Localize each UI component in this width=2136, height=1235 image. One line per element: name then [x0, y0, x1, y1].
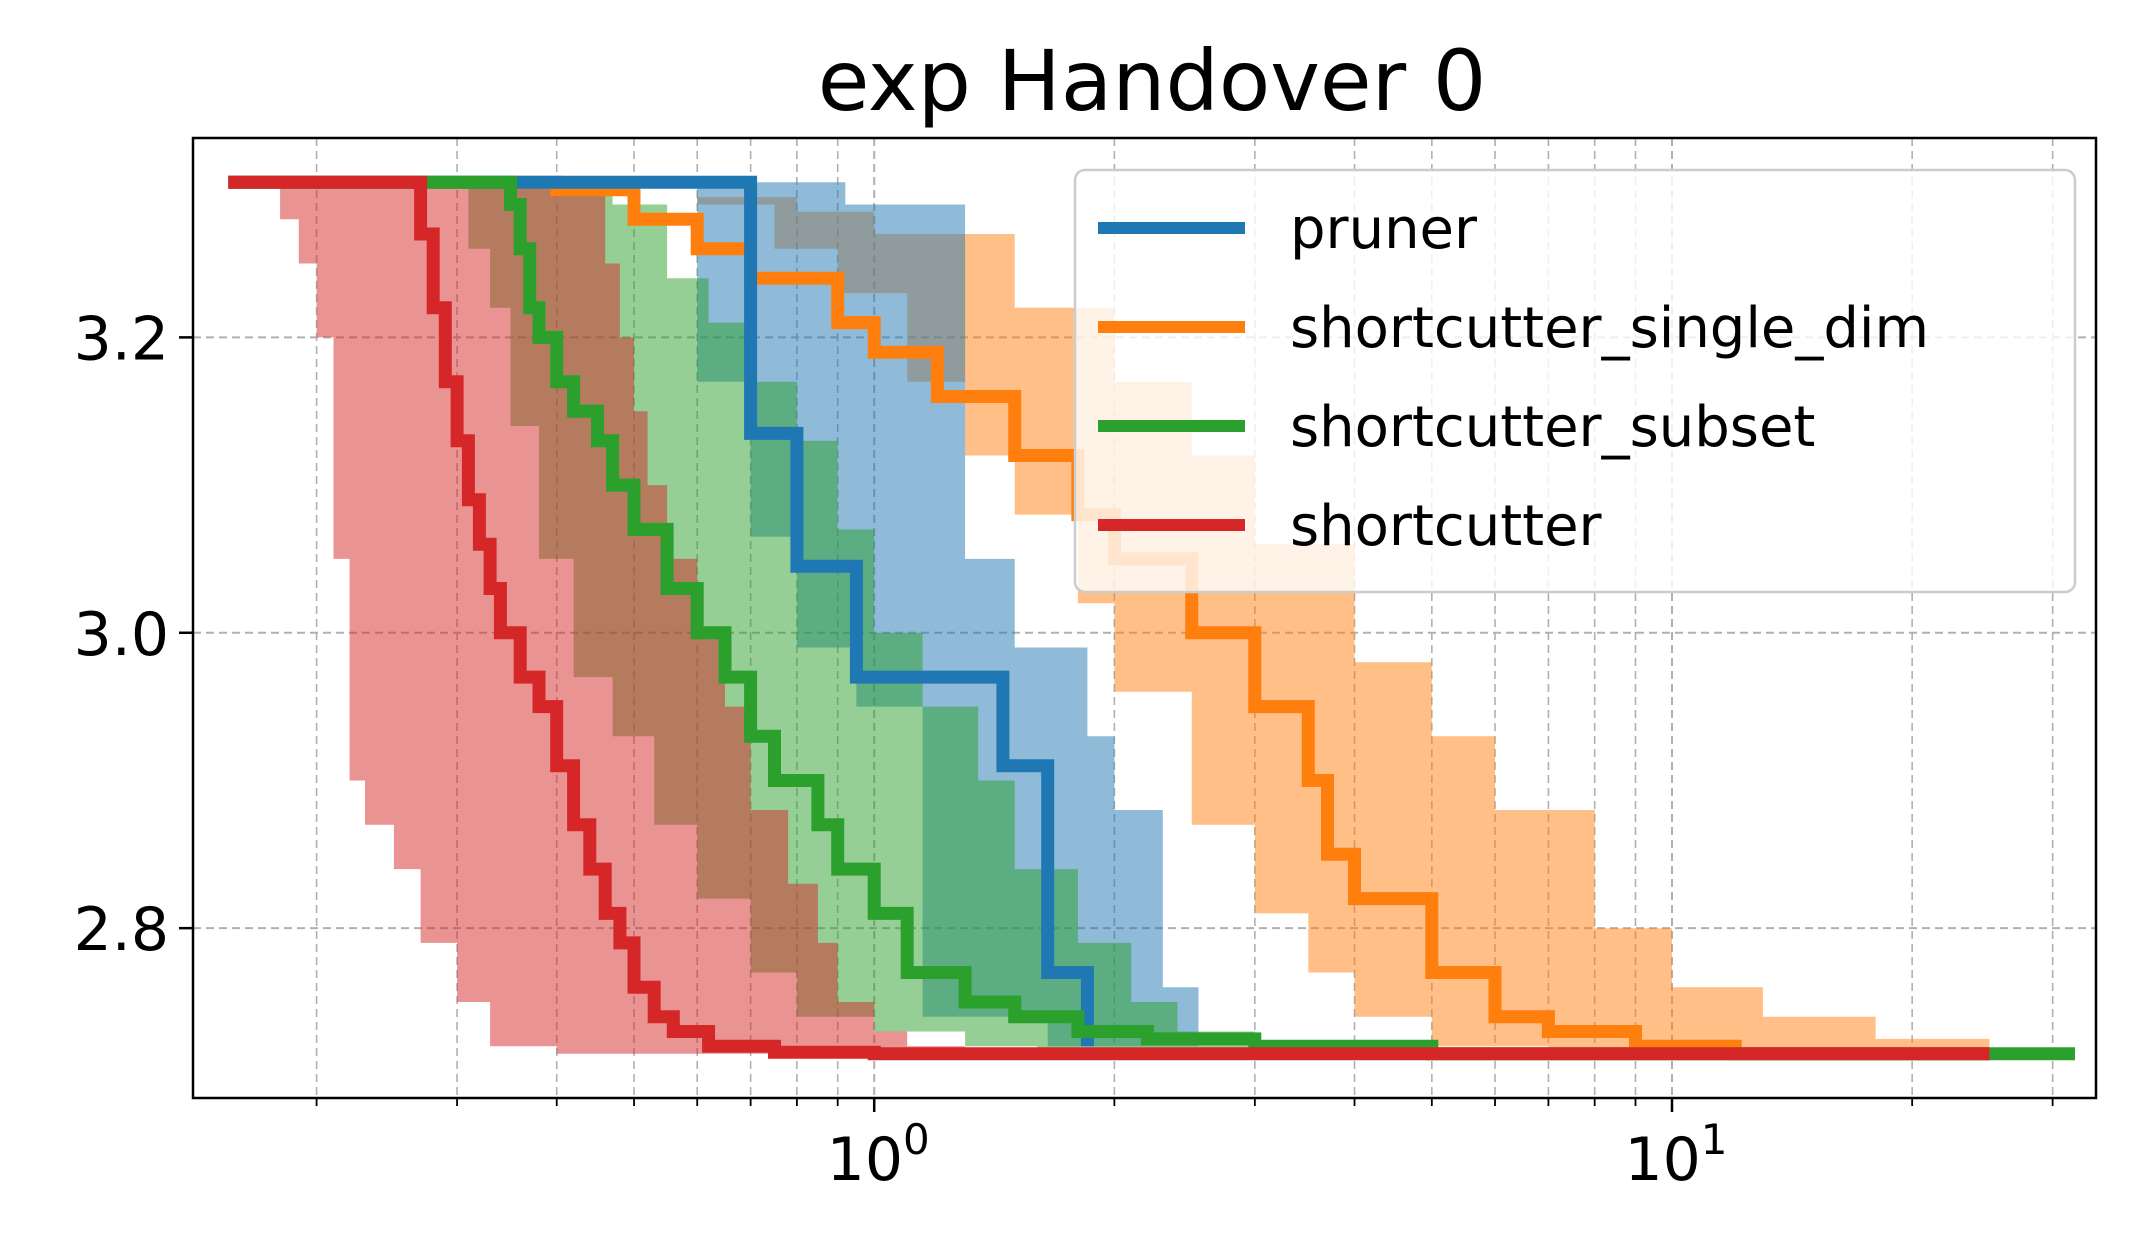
line-shortcutter_subset: [228, 175, 2075, 1061]
band-shortcutter: [228, 182, 1990, 1054]
legend-label-pruner: pruner: [1290, 197, 1478, 262]
plot-frame: [191, 136, 2098, 1100]
legend-box: [1073, 168, 2077, 594]
legend-label-shortcutter: shortcutter: [1290, 494, 1603, 559]
x-tick-label: 101: [1624, 1115, 1727, 1195]
y-tick-label: 2.8: [74, 895, 169, 965]
chart-title: exp Handover 0: [818, 32, 1487, 130]
axis-ticks: 2.8 3.0 3.2 100 101: [74, 304, 2054, 1195]
y-tick-label: 3.0: [74, 600, 169, 670]
x-tick-label: 100: [827, 1115, 930, 1195]
line-pruner: [228, 175, 1094, 1047]
legend-label-shortcutter_single_dim: shortcutter_single_dim: [1290, 296, 1929, 361]
legend-label-shortcutter_subset: shortcutter_subset: [1290, 395, 1815, 460]
band-shortcutter_single_dim: [228, 182, 1990, 1054]
band-shortcutter_subset: [228, 182, 2075, 1054]
legend: pruner shortcutter_single_dim shortcutter_…: [1073, 168, 2077, 594]
line-shortcutter: [228, 175, 1990, 1061]
y-tick-label: 3.2: [74, 304, 169, 374]
